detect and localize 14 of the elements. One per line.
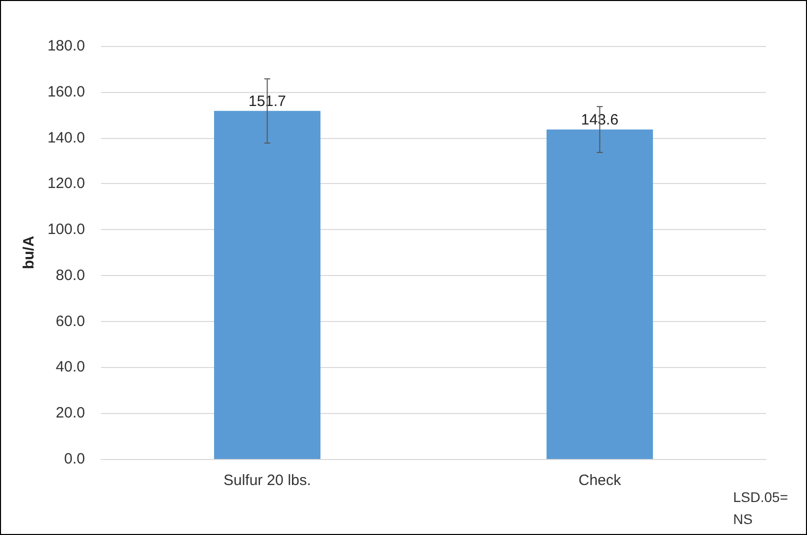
- y-axis-title: bu/A: [20, 236, 38, 270]
- y-tick-label: 140.0: [47, 129, 85, 146]
- x-tick-label: Sulfur 20 lbs.: [223, 472, 312, 489]
- y-tick-label: 180.0: [47, 38, 85, 54]
- y-tick-label: 160.0: [47, 83, 85, 100]
- y-tick-label: 120.0: [47, 175, 85, 192]
- text: LSD.05= NS: [733, 489, 788, 527]
- y-tick-label: 0.0: [64, 450, 85, 468]
- x-tick-label: Check: [578, 472, 622, 489]
- y-tick-label: 60.0: [56, 312, 85, 330]
- y-tick-label: 100.0: [47, 221, 85, 238]
- y-tick-label: 80.0: [56, 266, 85, 284]
- y-tick-label: 20.0: [56, 404, 85, 422]
- y-tick-label: 40.0: [56, 358, 85, 376]
